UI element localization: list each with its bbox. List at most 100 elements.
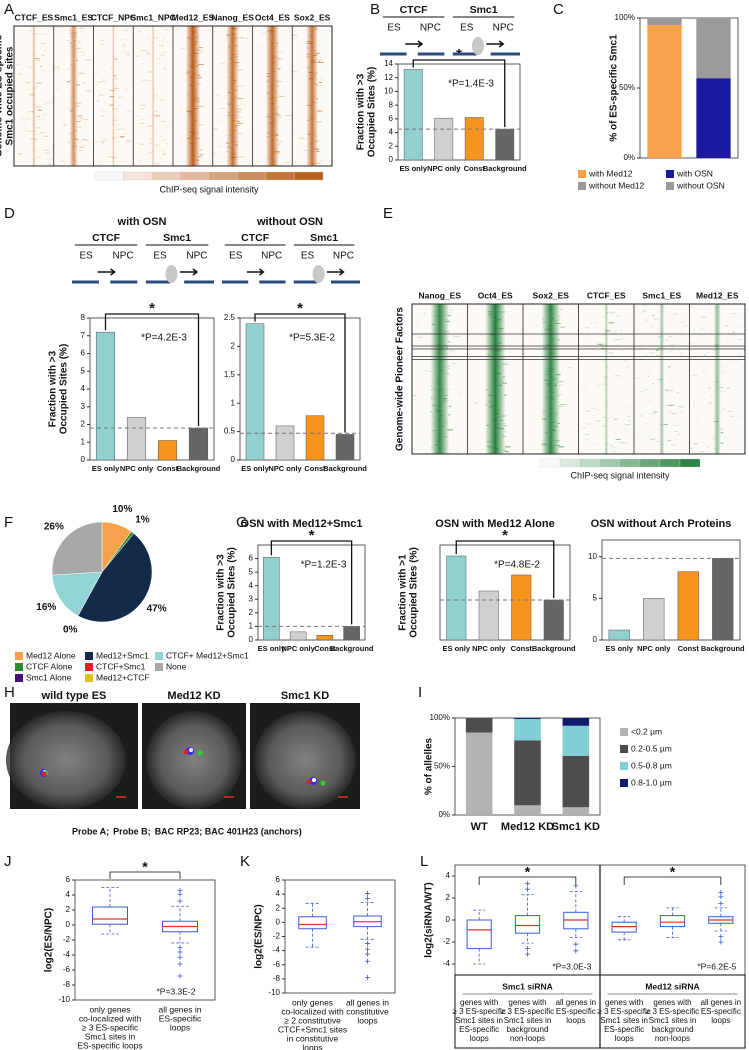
heatmap-speckle — [94, 142, 101, 144]
box — [298, 916, 327, 930]
heatmap-speckle — [726, 340, 728, 342]
group-label: Med12 siRNA — [645, 981, 699, 991]
heatmap-speckle — [193, 43, 197, 45]
bar — [446, 555, 467, 641]
heatmap-speckle — [114, 124, 120, 126]
heatmap-speckle — [277, 68, 281, 70]
heatmap-speckle — [267, 42, 270, 43]
heatmap-speckle — [267, 122, 273, 124]
heatmap-speckle — [226, 151, 228, 153]
heatmap-speckle — [712, 422, 716, 423]
heatmap-speckle — [119, 136, 125, 138]
y-tick-label: 8 — [389, 100, 394, 109]
heatmap-speckle — [74, 117, 76, 119]
bar — [335, 434, 355, 461]
micrograph-title: wild type ES — [41, 690, 107, 702]
y-tick-label: 0 — [593, 635, 598, 644]
heatmap-y-label: Smc1 occupied sites — [5, 46, 16, 145]
bar-segment — [562, 807, 590, 815]
heatmap-speckle — [188, 76, 193, 78]
heatmap-speckle — [550, 352, 555, 354]
heatmap-speckle — [313, 27, 316, 29]
heatmap-speckle — [101, 80, 106, 82]
heatmap-speckle — [304, 57, 308, 59]
heatmap-speckle — [111, 124, 114, 126]
heatmap-speckle — [492, 447, 495, 449]
heatmap-speckle — [664, 389, 669, 391]
heatmap-speckle — [254, 112, 257, 113]
heatmap-speckle — [37, 156, 41, 158]
heatmap-speckle — [269, 98, 274, 100]
heatmap-speckle — [496, 387, 501, 389]
heatmap-speckle — [608, 322, 614, 324]
y-tick-label: -2 — [273, 932, 281, 941]
heatmap-speckle — [186, 94, 189, 96]
x-tick-label: Const — [511, 644, 533, 653]
x-tick-label: NPC only — [281, 644, 315, 653]
heatmap-speckle — [714, 409, 719, 410]
y-tick-label: 2 — [66, 905, 71, 914]
heatmap-speckle — [145, 98, 147, 99]
heatmap-speckle — [442, 386, 445, 387]
heatmap-speckle — [236, 108, 242, 110]
heatmap-speckle — [487, 450, 489, 452]
significance-bracket — [455, 540, 555, 598]
heatmap-speckle — [430, 398, 435, 400]
heatmap-speckle — [422, 444, 424, 445]
heatmap-speckle — [231, 54, 234, 56]
heatmap-speckle — [121, 112, 124, 114]
heatmap-speckle — [603, 377, 607, 379]
heatmap-speckle — [490, 334, 495, 336]
heatmap-speckle — [655, 355, 661, 357]
heatmap-speckle — [35, 127, 41, 129]
heatmap-speckle — [442, 400, 448, 402]
heatmap-speckle — [720, 387, 722, 389]
heatmap-speckle — [313, 54, 317, 56]
heatmap-speckle — [311, 102, 316, 104]
p-value: *P=4.8E-2 — [494, 560, 540, 571]
heatmap-speckle — [138, 160, 142, 162]
heatmap-speckle — [275, 121, 278, 123]
heatmap-speckle — [273, 56, 278, 58]
heatmap-speckle — [488, 312, 493, 314]
heatmap-speckle — [186, 37, 191, 39]
heatmap-speckle — [442, 436, 449, 438]
heatmap-speckle — [730, 320, 732, 322]
heatmap-speckle — [33, 74, 37, 76]
p-value: *P=3.0E-3 — [552, 961, 591, 971]
heatmap-speckle — [266, 75, 270, 77]
heatmap-speckle — [430, 385, 432, 387]
heatmap-speckle — [37, 115, 41, 117]
heatmap-speckle — [674, 438, 677, 440]
probe-dot — [41, 771, 47, 777]
heatmap-speckle — [235, 37, 237, 39]
heatmap-speckle — [81, 31, 84, 33]
heatmap-speckle — [314, 148, 320, 150]
heatmap-speckle — [117, 128, 119, 130]
heatmap-speckle — [309, 68, 311, 69]
heatmap-speckle — [145, 49, 148, 50]
heatmap-speckle — [441, 311, 443, 313]
heatmap-speckle — [443, 331, 450, 333]
chart-title: without OSN — [256, 216, 323, 228]
heatmap-speckle — [585, 327, 590, 329]
heatmap-speckle — [651, 382, 654, 384]
heatmap-speckle — [672, 313, 678, 315]
heatmap-speckle — [558, 380, 564, 382]
heatmap-speckle — [231, 152, 236, 154]
arrow — [179, 268, 199, 276]
heatmap-y-label: Genome-wide ES-specific — [0, 34, 5, 157]
heatmap-speckle — [235, 65, 239, 67]
heatmap-speckle — [70, 79, 73, 81]
heatmap-speckle — [113, 78, 119, 80]
heatmap-speckle — [719, 342, 723, 343]
heatmap-speckle — [661, 306, 666, 308]
heatmap-speckle — [40, 157, 44, 159]
heatmap-speckle — [737, 354, 743, 356]
bar-segment — [647, 25, 682, 158]
heatmap-speckle — [318, 44, 321, 46]
heatmap-speckle — [660, 331, 663, 333]
heatmap-speckle — [446, 353, 451, 354]
panel-label: E — [383, 205, 393, 222]
